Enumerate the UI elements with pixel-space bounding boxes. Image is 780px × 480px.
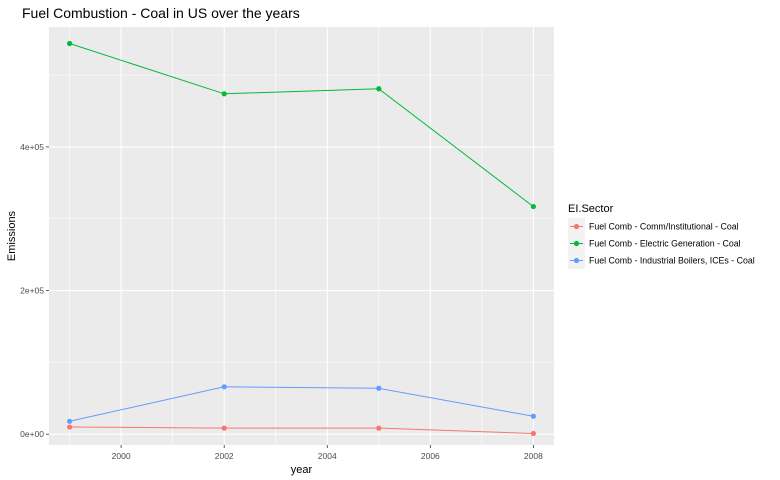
data-point	[67, 418, 73, 424]
y-tick-label: 4e+05	[20, 142, 44, 152]
series-line-3	[69, 386, 534, 422]
x-tick-label: 2000	[112, 451, 131, 461]
legend-label: Fuel Comb - Comm/Institutional - Coal	[589, 222, 739, 232]
y-tick-label: 2e+05	[20, 286, 44, 296]
data-point	[67, 424, 73, 430]
data-point	[221, 91, 227, 97]
plot-panel	[49, 27, 554, 445]
data-point	[530, 203, 536, 210]
legend-key-point	[573, 223, 580, 230]
series-lines	[67, 40, 536, 437]
series-line-2	[69, 43, 534, 207]
grid-lines	[49, 27, 554, 445]
data-point	[376, 385, 382, 391]
x-tick-label: 2008	[524, 451, 543, 461]
series-line-1	[69, 426, 534, 434]
axes: 2000 2002 2004 2006 2008 0e+00 2e+05 4e+05	[20, 142, 543, 461]
x-tick-label: 2004	[318, 451, 337, 461]
legend-title: EI.Sector	[568, 203, 614, 215]
legend-label: Fuel Comb - Industrial Boilers, ICEs - C…	[589, 256, 755, 266]
x-tick-label: 2006	[421, 451, 440, 461]
data-point	[376, 86, 382, 92]
data-point	[67, 40, 73, 47]
legend: EI.Sector Fuel Comb - Comm/Institutional…	[568, 203, 755, 269]
legend-key-point	[573, 257, 580, 264]
x-tick-label: 2002	[215, 451, 234, 461]
y-tick-label: 0e+00	[20, 429, 44, 439]
data-point	[530, 430, 536, 437]
legend-label: Fuel Comb - Electric Generation - Coal	[589, 239, 741, 249]
data-point	[221, 384, 227, 390]
legend-key-point	[573, 240, 580, 247]
x-axis-title: year	[291, 464, 313, 476]
data-point	[221, 425, 227, 431]
y-axis-title: Emissions	[6, 210, 18, 261]
chart-title: Fuel Combustion - Coal in US over the ye…	[22, 5, 300, 21]
data-point	[376, 425, 382, 431]
data-point	[530, 413, 536, 419]
